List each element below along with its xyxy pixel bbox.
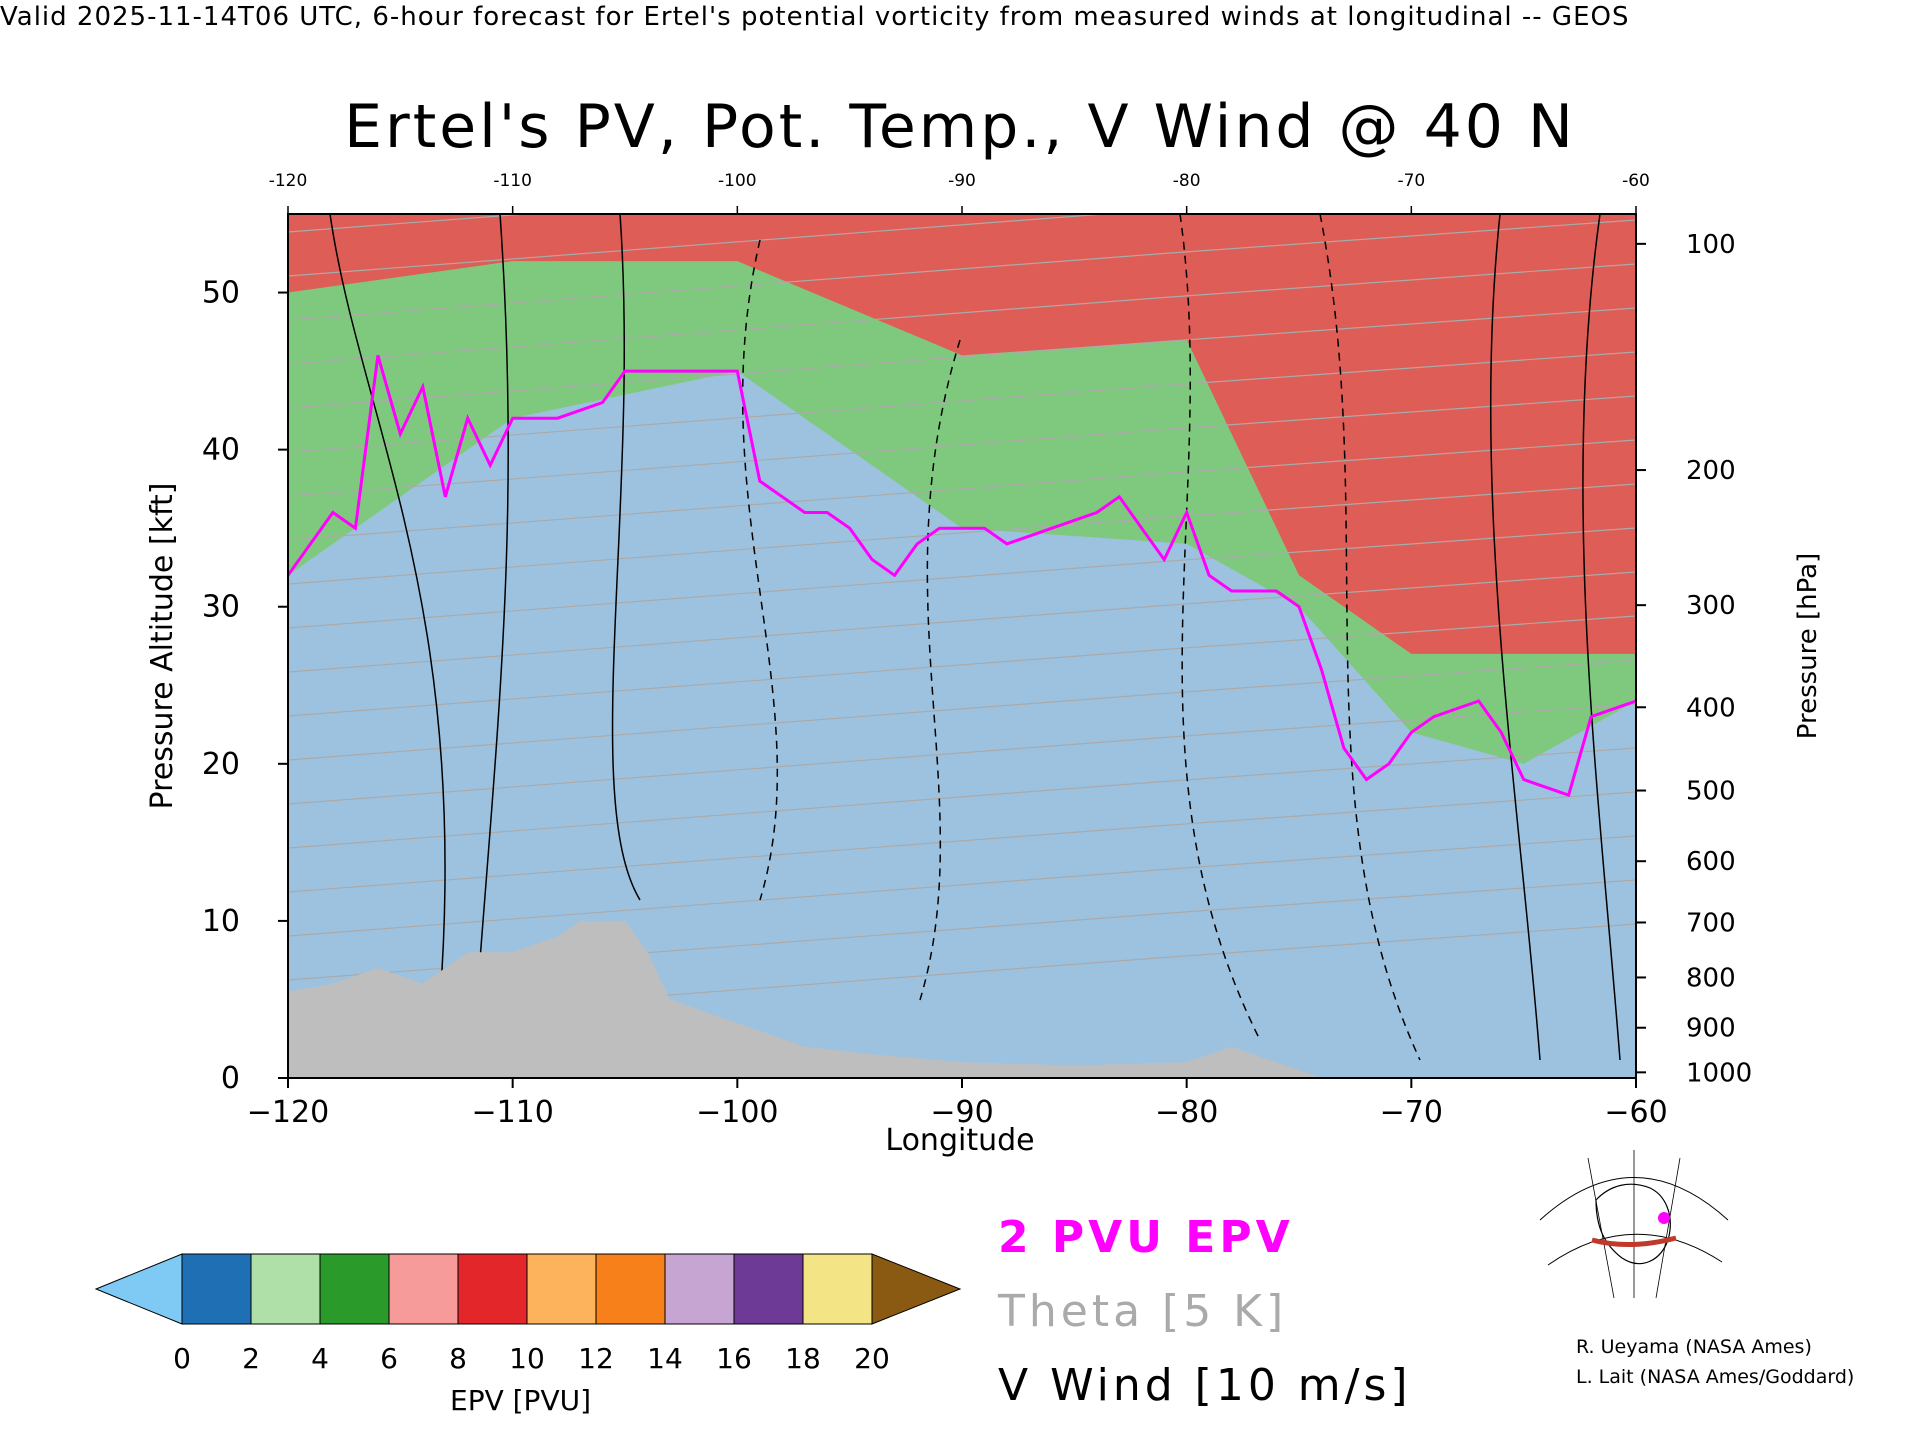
theta-line (288, 791, 1636, 893)
y-right-tick-label: 1000 (1686, 1058, 1752, 1088)
colorbar-tick-label: 20 (854, 1342, 890, 1375)
wind-contour (611, 214, 641, 901)
theta-line (288, 527, 1636, 629)
x-top-tick-label: -100 (718, 171, 757, 191)
wind-contour (329, 214, 446, 1001)
legend-wind: V Wind [10 m/s] (998, 1360, 1412, 1411)
colorbar-segment (526, 1253, 597, 1325)
y-tick-label: 0 (221, 1061, 240, 1096)
colorbar-segment (388, 1253, 459, 1325)
colorbar-tick-label: 4 (311, 1342, 329, 1375)
x-top-tick-label: -110 (493, 171, 532, 191)
inset-map (1538, 1150, 1730, 1300)
colorbar-tick-label: 6 (380, 1342, 398, 1375)
chart-title: Ertel's PV, Pot. Temp., V Wind @ 40 N (344, 92, 1576, 162)
wind-contour (479, 214, 510, 961)
x-tick-label: −100 (696, 1095, 778, 1130)
y-right-tick-label: 300 (1686, 591, 1736, 621)
colorbar-segment (733, 1253, 804, 1325)
theta-line (288, 263, 1636, 365)
wind-contour (1489, 214, 1541, 1061)
y-right-tick-label: 500 (1686, 777, 1736, 807)
theta-line (288, 44, 1636, 144)
y-tick-label: 30 (202, 590, 240, 625)
colorbar-tick-label: 2 (242, 1342, 260, 1375)
y-right-tick-label: 700 (1686, 908, 1736, 938)
colorbar-segment (802, 1253, 873, 1325)
y-tick-label: 50 (202, 276, 240, 311)
pv-band-red (288, 214, 1636, 654)
wind-contour (741, 239, 779, 901)
colorbar-over-arrow (871, 1253, 962, 1325)
colorbar-under-arrow (94, 1253, 183, 1325)
theta-line (288, 214, 1112, 277)
pv-2pvu-contour (288, 354, 1636, 798)
colorbar-label: EPV [PVU] (450, 1384, 592, 1417)
x-top-tick-label: -120 (269, 171, 308, 191)
legend-theta: Theta [5 K] (998, 1286, 1288, 1337)
theta-line (288, 747, 1636, 849)
x-top-tick-label: -80 (1173, 171, 1201, 191)
colorbar: 0 2 4 6 8 10 12 14 16 18 20 (94, 1253, 962, 1375)
y-right-tick-label: 100 (1686, 230, 1736, 260)
colorbar-tick-label: 16 (716, 1342, 752, 1375)
theta-line (288, 219, 1636, 321)
y-axis-label-right: Pressure [hPa] (1793, 553, 1823, 740)
colorbar-tick-label: 0 (173, 1342, 191, 1375)
y-tick-label: 20 (202, 747, 240, 782)
y-right-tick-label: 900 (1686, 1014, 1736, 1044)
theta-line (288, 483, 1636, 585)
theta-line (288, 835, 1636, 937)
credit-author-1: R. Ueyama (NASA Ames) (1576, 1336, 1812, 1358)
x-tick-label: −60 (1604, 1095, 1667, 1130)
colorbar-tick-label: 18 (785, 1342, 821, 1375)
colorbar-segment (595, 1253, 666, 1325)
colorbar-segment (664, 1253, 735, 1325)
colorbar-tick-label: 10 (509, 1342, 545, 1375)
theta-line (288, 439, 1636, 541)
x-tick-label: −80 (1155, 1095, 1218, 1130)
colorbar-tick-label: 8 (449, 1342, 467, 1375)
colorbar-segment (250, 1253, 321, 1325)
x-top-tick-label: -90 (948, 171, 976, 191)
y-right-tick-label: 800 (1686, 963, 1736, 993)
colorbar-segment (457, 1253, 528, 1325)
colorbar-segment (319, 1253, 390, 1325)
y-tick-label: 40 (202, 433, 240, 468)
header-line: Valid 2025-11-14T06 UTC, 6-hour forecast… (0, 2, 1630, 32)
theta-line (288, 0, 1636, 100)
theta-line (288, 571, 1636, 673)
x-axis-label: Longitude (885, 1123, 1034, 1158)
x-top-tick-label: -60 (1622, 171, 1650, 191)
colorbar-tick-label: 14 (647, 1342, 683, 1375)
colorbar-segment (181, 1253, 252, 1325)
credit-author-2: L. Lait (NASA Ames/Goddard) (1576, 1366, 1855, 1388)
y-right-tick-label: 600 (1686, 847, 1736, 877)
x-tick-label: −90 (930, 1095, 993, 1130)
theta-contours (288, 0, 1636, 1025)
theta-line (288, 615, 1636, 717)
x-tick-label: −120 (247, 1095, 329, 1130)
v-wind-contours (329, 214, 1621, 1061)
y-tick-label: 10 (202, 904, 240, 939)
x-tick-label: −70 (1380, 1095, 1443, 1130)
wind-contour (1582, 214, 1621, 1061)
wind-contour (919, 339, 961, 1001)
terrain (288, 920, 1636, 1078)
theta-line (288, 395, 1636, 497)
x-tick-label: −110 (471, 1095, 553, 1130)
legend-epv: 2 PVU EPV (998, 1212, 1294, 1263)
wind-contour (1319, 214, 1421, 1061)
theta-line (288, 214, 534, 233)
y-axis-label-left: Pressure Altitude [kft] (145, 483, 180, 810)
x-top-tick-label: -70 (1397, 171, 1425, 191)
theta-line (288, 307, 1636, 409)
theta-line (288, 659, 1636, 761)
colorbar-tick-label: 12 (578, 1342, 614, 1375)
y-right-tick-label: 400 (1686, 693, 1736, 723)
y-right-tick-label: 200 (1686, 456, 1736, 486)
